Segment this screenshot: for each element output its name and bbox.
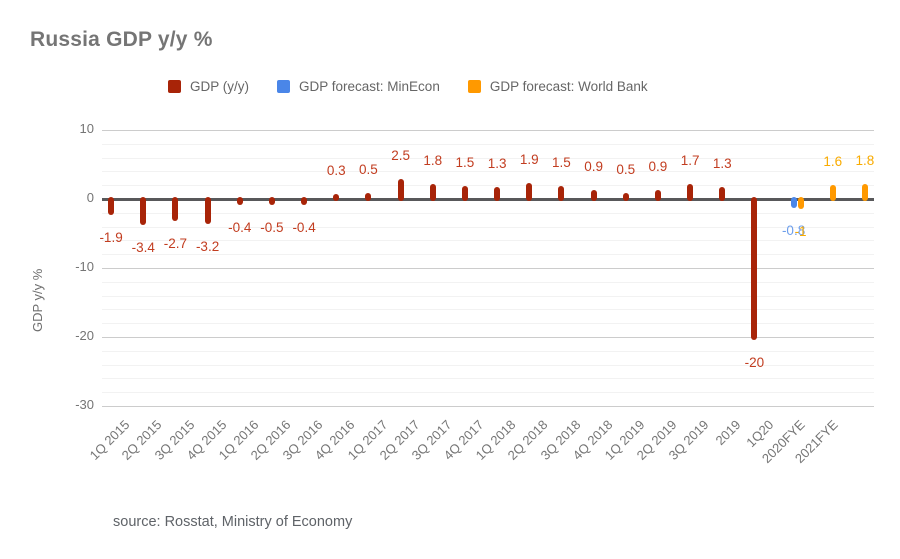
gridline-minor	[102, 295, 874, 297]
bar-gdp-y-y-2019[interactable]	[719, 187, 726, 201]
y-tick-label: 10	[79, 121, 94, 136]
gdp-series-swatch-icon	[168, 80, 181, 93]
gridline-minor	[102, 254, 874, 256]
data-label-gdp-y-y-1q-2016: -0.4	[228, 219, 252, 235]
legend-item-minecon[interactable]: GDP forecast: MinEcon	[277, 79, 440, 94]
data-label-gdp-y-y-3q-2017: 1.8	[423, 152, 443, 168]
data-label-gdp-y-y-3q-2018: 1.5	[552, 154, 571, 170]
bar-gdp-forecast-minecon-2020fye[interactable]	[790, 197, 797, 208]
gridline-minor	[102, 143, 874, 145]
bar-gdp-y-y-1q20[interactable]	[751, 197, 758, 340]
data-label-gdp-forecast-minecon-2020fye: -0.8	[781, 222, 806, 238]
bar-gdp-y-y-2q-2019[interactable]	[654, 189, 661, 201]
page-title: Russia GDP y/y %	[30, 28, 213, 51]
bar-gdp-y-y-4q-2015[interactable]	[204, 197, 211, 225]
bar-gdp-forecast-world-bank-2021fye[interactable]	[829, 184, 836, 201]
data-label-gdp-forecast-world-bank-col-23: 1.8	[855, 152, 875, 168]
bar-gdp-forecast-world-bank-col-23[interactable]	[861, 183, 868, 201]
data-label-gdp-y-y-3q-2016: -0.4	[292, 219, 316, 235]
bar-gdp-y-y-3q-2016[interactable]	[301, 197, 308, 205]
bar-gdp-y-y-1q-2015[interactable]	[108, 197, 115, 216]
bar-gdp-y-y-3q-2015[interactable]	[172, 197, 179, 221]
legend-item-gdp[interactable]: GDP (y/y)	[168, 79, 249, 94]
bar-gdp-y-y-2q-2017[interactable]	[397, 178, 404, 201]
worldbank-series-swatch-icon	[467, 80, 481, 93]
gridline-minor	[102, 378, 874, 380]
y-tick-label: -30	[75, 397, 94, 412]
gridline-minor	[102, 392, 874, 394]
y-tick-label: -20	[75, 328, 94, 343]
gridline-major	[102, 130, 874, 131]
data-label-gdp-y-y-1q-2015: -1.9	[99, 230, 123, 246]
gridline-minor	[102, 323, 874, 325]
gridline-minor	[102, 240, 874, 242]
bar-gdp-forecast-world-bank-2020fye[interactable]	[797, 197, 804, 209]
bar-gdp-y-y-4q-2018[interactable]	[590, 189, 597, 201]
data-label-gdp-y-y-4q-2016: 0.3	[326, 162, 346, 178]
source-note: source: Rosstat, Ministry of Economy	[113, 514, 353, 530]
data-label-gdp-y-y-3q-2015: -2.7	[163, 235, 188, 251]
legend-label: GDP forecast: World Bank	[489, 79, 648, 94]
bar-gdp-y-y-3q-2017[interactable]	[429, 183, 436, 201]
bar-gdp-y-y-2q-2018[interactable]	[526, 182, 533, 201]
gridline-major	[102, 337, 874, 338]
data-label-gdp-y-y-2q-2016: -0.5	[260, 220, 284, 236]
data-label-gdp-y-y-2q-2015: -3.4	[131, 240, 155, 256]
gridline-minor	[102, 185, 874, 187]
x-tick-label-2019: 2019	[712, 417, 744, 449]
gridline-major	[102, 268, 874, 269]
gridline-minor	[102, 350, 874, 352]
bar-gdp-y-y-1q-2016[interactable]	[236, 197, 243, 205]
data-label-gdp-y-y-4q-2018: 0.9	[584, 158, 603, 174]
legend-label: GDP forecast: MinEcon	[299, 79, 440, 94]
bar-gdp-y-y-1q-2017[interactable]	[365, 192, 372, 201]
bar-gdp-y-y-1q-2019[interactable]	[622, 192, 629, 201]
legend-item-worldbank[interactable]: GDP forecast: World Bank	[467, 79, 648, 94]
minecon-series-swatch-icon	[277, 80, 291, 93]
data-label-gdp-y-y-2q-2017: 2.5	[391, 147, 410, 163]
data-label-gdp-y-y-1q20: -20	[744, 355, 765, 370]
data-label-gdp-y-y-2q-2019: 0.9	[648, 158, 668, 174]
gridline-minor	[102, 309, 874, 311]
data-label-gdp-y-y-2019: 1.3	[712, 156, 732, 172]
legend: GDP (y/y) GDP forecast: MinEcon GDP fore…	[168, 79, 648, 94]
bar-gdp-y-y-4q-2016[interactable]	[333, 193, 340, 201]
y-axis-title: GDP y/y %	[30, 268, 45, 332]
x-axis-zero-line	[102, 197, 874, 201]
gridline-minor	[102, 171, 874, 173]
data-label-gdp-y-y-3q-2019: 1.7	[680, 153, 700, 169]
legend-label: GDP (y/y)	[190, 79, 250, 94]
data-label-gdp-y-y-2q-2018: 1.9	[519, 151, 539, 167]
data-label-gdp-y-y-4q-2015: -3.2	[195, 239, 220, 255]
data-label-gdp-y-y-1q-2017: 0.5	[359, 161, 378, 177]
data-label-gdp-y-y-1q-2019: 0.5	[616, 161, 636, 177]
y-tick-label: 0	[86, 190, 94, 205]
gridline-minor	[102, 212, 874, 214]
data-label-gdp-forecast-world-bank-2021fye: 1.6	[823, 153, 843, 169]
bar-gdp-y-y-2q-2016[interactable]	[268, 197, 275, 206]
gridline-major	[102, 406, 874, 407]
bar-gdp-y-y-3q-2018[interactable]	[558, 185, 565, 201]
bar-gdp-y-y-2q-2015[interactable]	[140, 197, 147, 226]
y-tick-label: -10	[75, 259, 94, 274]
bar-gdp-y-y-3q-2019[interactable]	[687, 184, 694, 201]
gridline-minor	[102, 226, 874, 228]
gridline-minor	[102, 281, 874, 283]
bar-gdp-y-y-1q-2018[interactable]	[494, 187, 501, 201]
data-label-gdp-y-y-4q-2017: 1.5	[455, 154, 475, 170]
data-label-gdp-y-y-1q-2018: 1.3	[487, 156, 507, 172]
gridline-minor	[102, 364, 874, 366]
bar-gdp-y-y-4q-2017[interactable]	[461, 185, 468, 201]
gridline-minor	[102, 157, 874, 159]
data-label-gdp-forecast-world-bank-2020fye: -1	[794, 223, 807, 239]
